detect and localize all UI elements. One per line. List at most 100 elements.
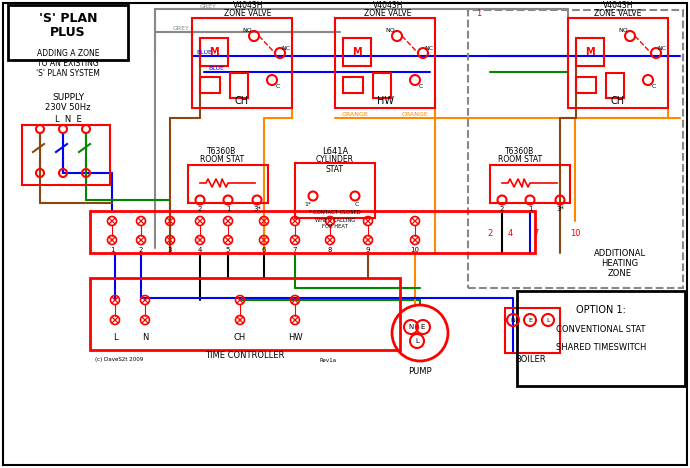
- Text: Rev1a: Rev1a: [320, 358, 337, 363]
- Text: 6: 6: [262, 247, 266, 253]
- Text: 10: 10: [411, 247, 420, 253]
- Bar: [230, 73, 248, 98]
- Bar: [343, 77, 363, 93]
- Bar: [576, 38, 604, 66]
- Text: V4043H: V4043H: [233, 0, 264, 9]
- Text: 2: 2: [198, 206, 202, 212]
- Text: BOILER: BOILER: [515, 356, 545, 365]
- Text: 7: 7: [533, 228, 539, 237]
- Text: 2: 2: [139, 247, 144, 253]
- Text: 3*: 3*: [556, 206, 564, 212]
- Text: 2: 2: [487, 228, 493, 237]
- Text: 4: 4: [507, 228, 513, 237]
- Text: 1: 1: [226, 206, 230, 212]
- Text: N: N: [511, 317, 515, 322]
- Bar: [188, 165, 268, 203]
- Bar: [505, 308, 560, 353]
- Text: E: E: [528, 317, 532, 322]
- Text: NO: NO: [618, 28, 628, 32]
- Bar: [90, 278, 400, 350]
- Bar: [517, 291, 685, 386]
- Text: 4: 4: [198, 247, 202, 253]
- Text: V4043H: V4043H: [373, 0, 403, 9]
- Text: GREY: GREY: [200, 5, 217, 9]
- Text: T6360B: T6360B: [505, 146, 535, 155]
- Text: BLUE: BLUE: [196, 51, 212, 56]
- Text: L641A: L641A: [322, 146, 348, 155]
- Text: 3*: 3*: [253, 206, 261, 212]
- Text: HW: HW: [377, 96, 393, 106]
- Text: SHARED TIMESWITCH: SHARED TIMESWITCH: [556, 344, 647, 352]
- Text: L: L: [546, 317, 550, 322]
- Text: L: L: [112, 334, 117, 343]
- Bar: [468, 10, 683, 288]
- Text: 'S' PLAN SYSTEM: 'S' PLAN SYSTEM: [36, 68, 100, 78]
- Bar: [200, 77, 220, 93]
- Text: NC: NC: [424, 45, 433, 51]
- Text: 'S' PLAN: 'S' PLAN: [39, 12, 97, 24]
- Text: V4043H: V4043H: [603, 0, 633, 9]
- Text: CH: CH: [235, 96, 249, 106]
- Bar: [568, 18, 668, 108]
- Bar: [576, 77, 596, 93]
- Text: 5: 5: [226, 247, 230, 253]
- Text: ADDITIONAL: ADDITIONAL: [594, 249, 646, 257]
- Text: OPTION 1:: OPTION 1:: [576, 305, 626, 315]
- Bar: [373, 73, 391, 98]
- Text: M: M: [585, 47, 595, 57]
- Bar: [200, 38, 228, 66]
- Text: N: N: [142, 334, 148, 343]
- Text: PLUS: PLUS: [50, 27, 86, 39]
- Text: C: C: [276, 83, 280, 88]
- Bar: [8, 5, 128, 60]
- Text: * CONTACT CLOSED: * CONTACT CLOSED: [309, 211, 361, 215]
- Bar: [192, 18, 292, 108]
- Text: M: M: [352, 47, 362, 57]
- Bar: [490, 165, 570, 203]
- Text: 2: 2: [500, 206, 504, 212]
- Text: 8: 8: [328, 247, 333, 253]
- Text: ADDING A ZONE: ADDING A ZONE: [37, 49, 99, 58]
- Text: BLUE: BLUE: [208, 66, 224, 72]
- Text: 1: 1: [476, 9, 481, 19]
- Text: HW: HW: [288, 334, 302, 343]
- Text: L  N  E: L N E: [55, 116, 81, 124]
- Text: ZONE: ZONE: [608, 269, 632, 278]
- Text: 230V 50Hz: 230V 50Hz: [46, 103, 91, 112]
- Text: 3: 3: [168, 247, 172, 253]
- Text: TIME CONTROLLER: TIME CONTROLLER: [206, 351, 285, 360]
- Text: L: L: [415, 338, 419, 344]
- Text: PUMP: PUMP: [408, 366, 432, 375]
- Text: NO: NO: [385, 28, 395, 32]
- Text: TO AN EXISTING: TO AN EXISTING: [37, 58, 99, 67]
- Text: 10: 10: [570, 228, 580, 237]
- Text: HEATING: HEATING: [602, 258, 638, 268]
- Text: 1: 1: [110, 247, 115, 253]
- Text: ROOM STAT: ROOM STAT: [200, 155, 244, 164]
- Text: ZONE VALVE: ZONE VALVE: [224, 9, 272, 19]
- Text: 9: 9: [366, 247, 371, 253]
- Text: GREY: GREY: [173, 27, 190, 31]
- Text: SUPPLY: SUPPLY: [52, 94, 84, 102]
- Text: ZONE VALVE: ZONE VALVE: [594, 9, 642, 19]
- Text: ZONE VALVE: ZONE VALVE: [364, 9, 412, 19]
- Text: NC: NC: [658, 45, 667, 51]
- Bar: [22, 125, 110, 185]
- Text: 7: 7: [293, 247, 297, 253]
- Text: C: C: [419, 83, 423, 88]
- Text: ROOM STAT: ROOM STAT: [498, 155, 542, 164]
- Text: 1: 1: [528, 206, 532, 212]
- Bar: [90, 211, 535, 253]
- Text: 1*: 1*: [304, 202, 311, 206]
- Text: C: C: [652, 83, 656, 88]
- Text: T6360B: T6360B: [208, 146, 237, 155]
- Text: FOR HEAT: FOR HEAT: [322, 225, 348, 229]
- Text: N: N: [408, 324, 413, 330]
- Bar: [606, 73, 624, 98]
- Bar: [343, 38, 371, 66]
- Text: CH: CH: [234, 334, 246, 343]
- Text: WHEN CALLING: WHEN CALLING: [315, 218, 355, 222]
- Text: STAT: STAT: [326, 164, 344, 174]
- Text: C: C: [355, 202, 359, 206]
- Text: CYLINDER: CYLINDER: [316, 155, 354, 164]
